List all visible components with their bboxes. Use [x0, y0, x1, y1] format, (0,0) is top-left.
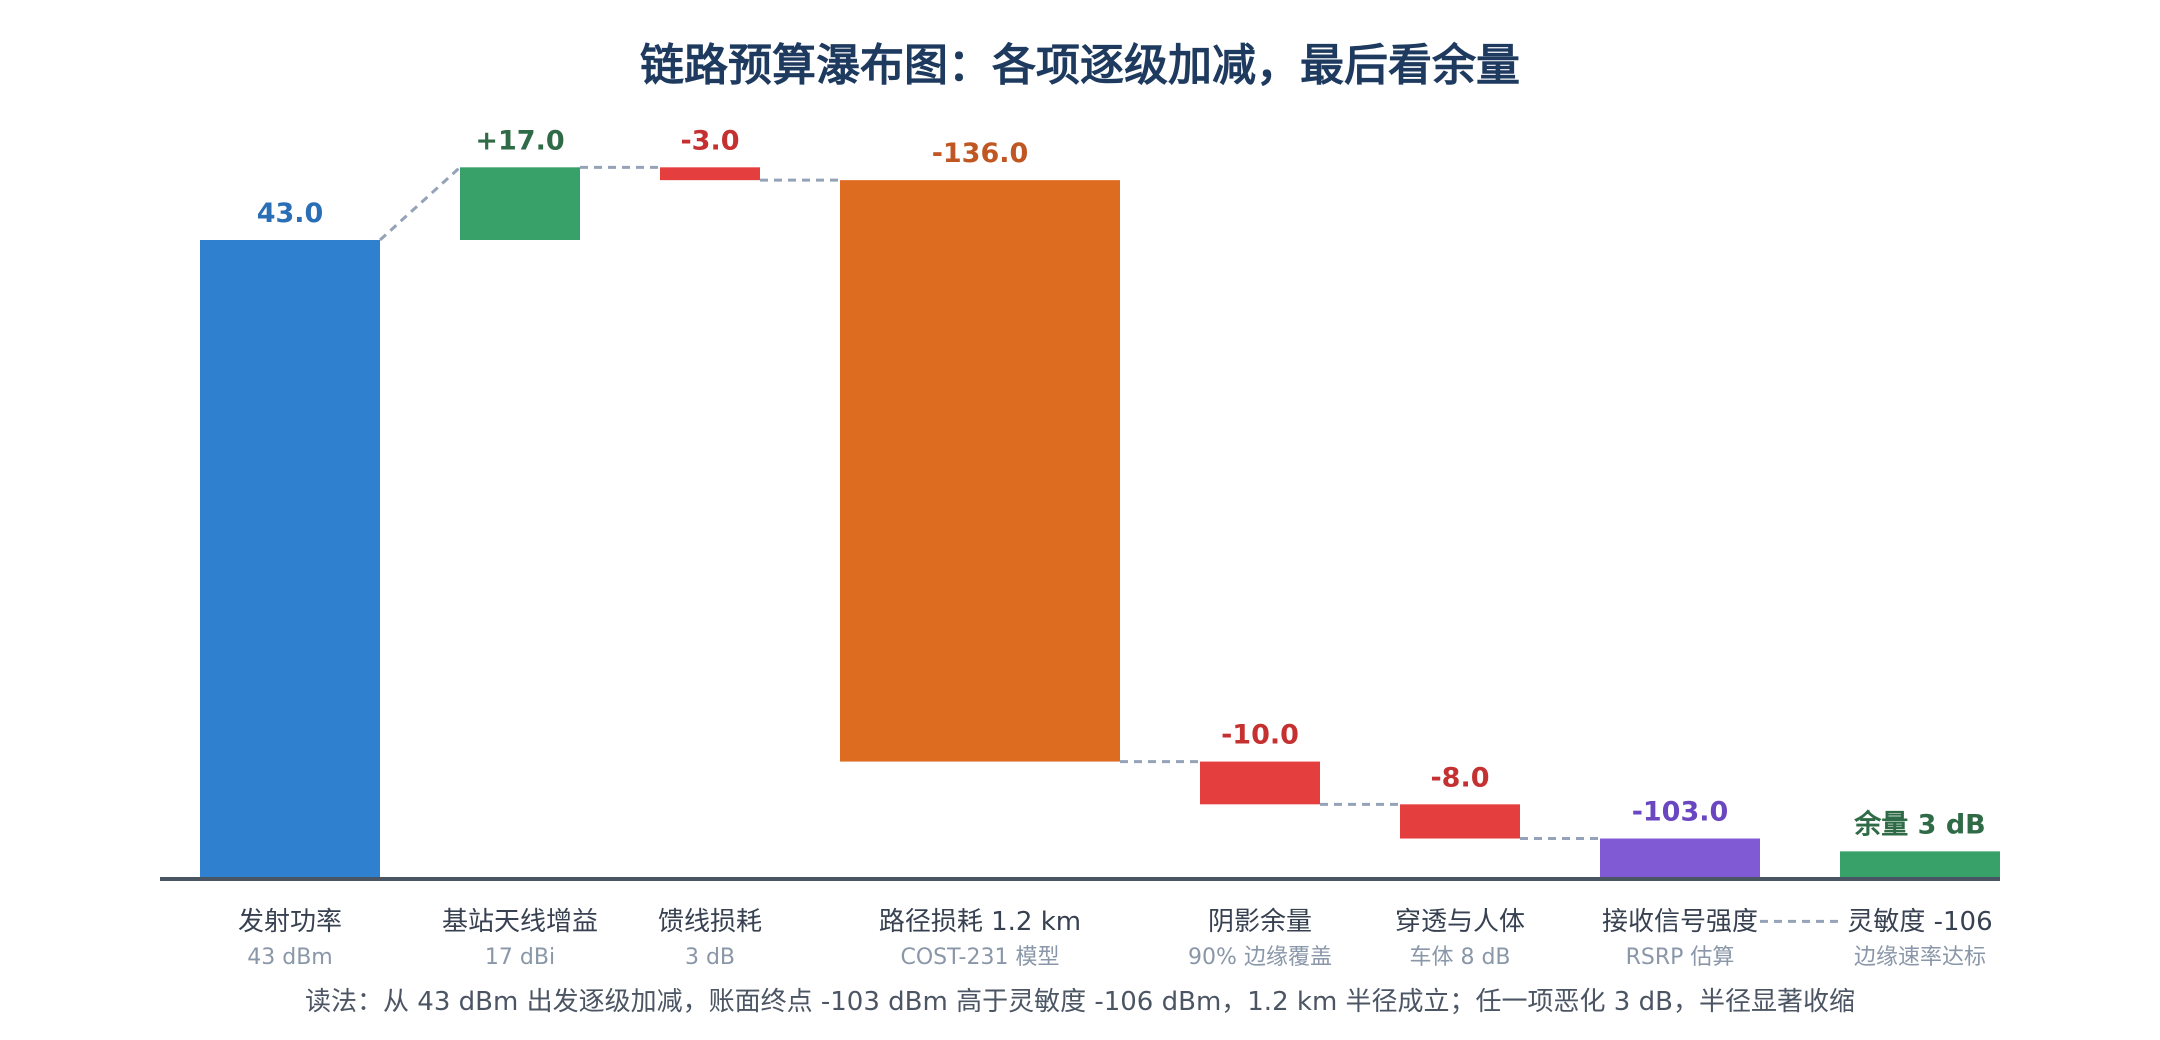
- category-label-0: 发射功率: [238, 907, 342, 937]
- value-labels-group: 43.0 +17.0 -3.0 -136.0 -10.0 -8.0 -103.0 余量 3 d…: [257, 125, 1986, 840]
- category-label-6: 接收信号强度: [1602, 907, 1758, 937]
- category-labels-group: 发射功率 43 dBm 基站天线增益 17 dBi 馈线损耗 3 dB 路径损耗 1.2 k…: [238, 907, 1993, 970]
- connector-0: [378, 166, 462, 242]
- chart-title: 链路预算瀑布图：各项逐级加减，最后看余量: [640, 40, 1520, 91]
- value-label-2: -3.0: [680, 125, 739, 156]
- category-sublabel-2: 3 dB: [685, 945, 735, 970]
- category-label-4: 阴影余量: [1208, 907, 1312, 937]
- category-label-7: 灵敏度 -106: [1847, 907, 1992, 937]
- bar-3: [840, 180, 1120, 762]
- category-sublabel-5: 车体 8 dB: [1409, 945, 1510, 970]
- bar-5: [1400, 804, 1520, 839]
- bar-2: [660, 167, 760, 181]
- value-label-0: 43.0: [257, 198, 324, 229]
- category-label-3: 路径损耗 1.2 km: [879, 907, 1081, 937]
- category-sublabel-0: 43 dBm: [247, 945, 332, 970]
- category-label-1: 基站天线增益: [442, 907, 598, 937]
- value-label-1: +17.0: [475, 125, 564, 156]
- value-label-6: -103.0: [1632, 797, 1729, 828]
- bar-4: [1200, 761, 1320, 805]
- bar-6: [1600, 838, 1760, 877]
- value-label-3: -136.0: [932, 138, 1029, 169]
- bars-group: [200, 167, 2000, 877]
- bar-1: [460, 167, 580, 240]
- bar-7: [1840, 851, 2000, 877]
- value-label-5: -8.0: [1430, 762, 1489, 793]
- connector-lines: [378, 165, 1840, 923]
- reading-note: 读法：从 43 dBm 出发逐级加减，账面终点 -103 dBm 高于灵敏度 -…: [305, 987, 1855, 1017]
- category-sublabel-6: RSRP 估算: [1626, 945, 1735, 970]
- category-sublabel-1: 17 dBi: [485, 945, 555, 970]
- category-sublabel-4: 90% 边缘覆盖: [1188, 945, 1332, 970]
- category-sublabel-7: 边缘速率达标: [1854, 945, 1986, 970]
- bar-0: [200, 240, 380, 877]
- category-label-2: 馈线损耗: [658, 907, 762, 937]
- value-label-4: -10.0: [1221, 720, 1299, 751]
- category-label-5: 穿透与人体: [1395, 907, 1525, 937]
- category-sublabel-3: COST-231 模型: [901, 945, 1060, 970]
- value-label-7: 余量 3 dB: [1853, 808, 1986, 840]
